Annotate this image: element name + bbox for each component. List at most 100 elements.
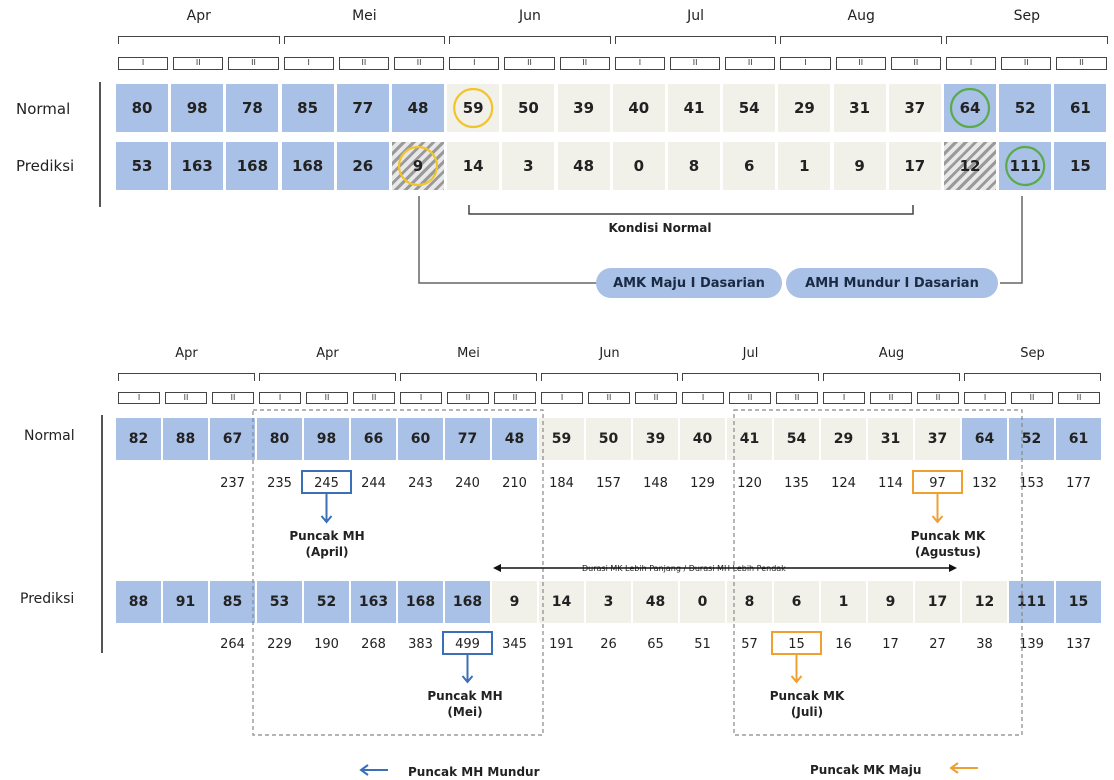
bottom-normal-cell: 64 bbox=[962, 418, 1007, 460]
top-normal-cell: 40 bbox=[612, 84, 665, 132]
top-normal-cell: 85 bbox=[281, 84, 334, 132]
bottom-month-label: Sep bbox=[1020, 346, 1045, 361]
bottom-dekad-box: I bbox=[541, 392, 583, 404]
top-prediksi-cell: 15 bbox=[1054, 142, 1107, 190]
top-month-label: Jul bbox=[687, 8, 705, 24]
bottom-normal-accumulation: 132 bbox=[972, 476, 997, 491]
bottom-normal-cell: 37 bbox=[915, 418, 960, 460]
bottom-normal-cell: 80 bbox=[257, 418, 302, 460]
bottom-month-bracket bbox=[400, 373, 537, 381]
arrow-mk-juli-head bbox=[790, 675, 803, 684]
legend-mk-arrow-head bbox=[949, 762, 959, 774]
top-normal-cell: 29 bbox=[778, 84, 831, 132]
bottom-prediksi-accumulation: 268 bbox=[361, 637, 386, 652]
bottom-normal-label: Normal bbox=[24, 428, 75, 444]
bottom-month-bracket bbox=[964, 373, 1101, 381]
top-normal-cell: 64 bbox=[944, 84, 996, 132]
top-normal-cell: 39 bbox=[557, 84, 610, 132]
bottom-dekad-box: II bbox=[635, 392, 677, 404]
bottom-prediksi-accumulation: 57 bbox=[741, 637, 758, 652]
bottom-prediksi-cell: 9 bbox=[868, 581, 913, 623]
bottom-prediksi-cell: 9 bbox=[492, 581, 537, 623]
bottom-prediksi-cell: 111 bbox=[1009, 581, 1054, 623]
bottom-row-separator bbox=[101, 415, 103, 653]
bottom-prediksi-cell: 3 bbox=[586, 581, 631, 623]
bottom-prediksi-cell: 163 bbox=[351, 581, 396, 623]
bottom-prediksi-accumulation: 17 bbox=[882, 637, 899, 652]
bottom-normal-cell: 48 bbox=[492, 418, 537, 460]
bottom-normal-accumulation: 244 bbox=[361, 476, 386, 491]
puncak-mh-mei-line2: (Mei) bbox=[447, 705, 483, 719]
bottom-normal-accumulation: 157 bbox=[596, 476, 621, 491]
bottom-month-bracket bbox=[259, 373, 396, 381]
bottom-prediksi-accumulation: 65 bbox=[647, 637, 664, 652]
bottom-dekad-box: II bbox=[729, 392, 771, 404]
bottom-normal-cell: 31 bbox=[868, 418, 913, 460]
top-normal-cell: 80 bbox=[116, 84, 168, 132]
durasi-arrow-right bbox=[949, 564, 957, 572]
bottom-dekad-box: II bbox=[1011, 392, 1053, 404]
bottom-dekad-box: II bbox=[353, 392, 395, 404]
amk-connector-line bbox=[418, 196, 596, 284]
bottom-normal-accumulation: 240 bbox=[455, 476, 480, 491]
bottom-prediksi-cell: 85 bbox=[210, 581, 255, 623]
bottom-prediksi-cell: 17 bbox=[915, 581, 960, 623]
bottom-prediksi-cell: 12 bbox=[962, 581, 1007, 623]
puncak-mh-april-line2: (April) bbox=[305, 545, 349, 559]
arrow-mh-april-head bbox=[320, 515, 333, 524]
puncak-mk-agustus-line2: (Agustus) bbox=[915, 545, 981, 559]
top-dekad-box: II bbox=[394, 57, 445, 70]
top-month-bracket bbox=[780, 36, 942, 44]
arrow-mh-mei-head bbox=[461, 675, 474, 684]
top-prediksi-cell: 6 bbox=[723, 142, 776, 190]
amk-maju-pill: AMK Maju I Dasarian bbox=[596, 268, 782, 298]
top-month-bracket bbox=[614, 36, 777, 44]
bottom-normal-accumulation: 114 bbox=[878, 476, 903, 491]
bottom-normal-cell: 39 bbox=[633, 418, 678, 460]
bottom-normal-accumulation: 97 bbox=[929, 476, 946, 491]
kondisi-normal-label: Kondisi Normal bbox=[608, 221, 712, 235]
bottom-prediksi-accumulation: 16 bbox=[835, 637, 852, 652]
bottom-dekad-box: I bbox=[964, 392, 1006, 404]
bottom-month-label: Aug bbox=[878, 346, 905, 361]
top-prediksi-cell: 53 bbox=[116, 142, 168, 190]
bottom-dekad-box: I bbox=[823, 392, 865, 404]
durasi-arrow-left bbox=[493, 564, 501, 572]
bottom-month-label: Apr bbox=[175, 346, 198, 361]
amh-mundur-pill: AMH Mundur I Dasarian bbox=[786, 268, 998, 298]
bottom-prediksi-cell: 0 bbox=[680, 581, 725, 623]
top-prediksi-cell: 9 bbox=[833, 142, 886, 190]
top-normal-label: Normal bbox=[16, 100, 71, 118]
bottom-prediksi-cell: 91 bbox=[163, 581, 208, 623]
bottom-normal-accumulation: 124 bbox=[831, 476, 856, 491]
legend-puncak-mh-mundur: Puncak MH Mundur bbox=[408, 765, 540, 779]
bottom-month-bracket bbox=[541, 373, 678, 381]
top-prediksi-label: Prediksi bbox=[16, 157, 75, 175]
top-dekad-box: II bbox=[504, 57, 555, 70]
bottom-prediksi-cell: 14 bbox=[539, 581, 584, 623]
bottom-dekad-box: II bbox=[776, 392, 818, 404]
top-dekad-box: I bbox=[283, 57, 334, 70]
top-normal-cell: 50 bbox=[502, 84, 555, 132]
bottom-prediksi-cell: 88 bbox=[116, 581, 161, 623]
bottom-prediksi-accumulation: 27 bbox=[929, 637, 946, 652]
kondisi-normal-bracket bbox=[468, 205, 914, 215]
bottom-normal-accumulation: 235 bbox=[267, 476, 292, 491]
legend-mh-arrow-head bbox=[359, 764, 369, 776]
top-prediksi-cell: 48 bbox=[557, 142, 610, 190]
bottom-month-label: Apr bbox=[316, 346, 339, 361]
bottom-normal-accumulation: 245 bbox=[314, 476, 339, 491]
bottom-prediksi-accumulation: 26 bbox=[600, 637, 617, 652]
top-prediksi-cell: 14 bbox=[447, 142, 500, 190]
bottom-month-label: Mei bbox=[457, 346, 480, 361]
bottom-dekad-box: II bbox=[870, 392, 912, 404]
top-prediksi-cell: 168 bbox=[281, 142, 334, 190]
bottom-dekad-box: I bbox=[682, 392, 724, 404]
top-normal-cell: 54 bbox=[723, 84, 776, 132]
bottom-normal-cell: 66 bbox=[351, 418, 396, 460]
bottom-prediksi-cell: 168 bbox=[398, 581, 443, 623]
puncak-mk-agustus-line1: Puncak MK bbox=[910, 529, 986, 543]
bottom-dekad-box: II bbox=[1058, 392, 1100, 404]
bottom-normal-accumulation: 210 bbox=[502, 476, 527, 491]
bottom-prediksi-cell: 1 bbox=[821, 581, 866, 623]
